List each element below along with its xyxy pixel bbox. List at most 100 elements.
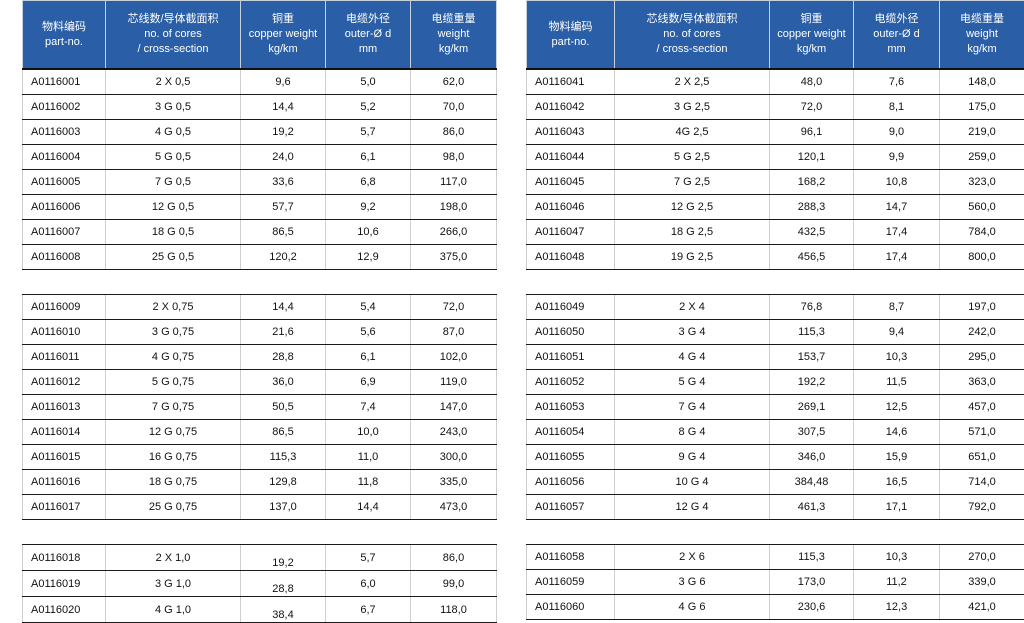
part-no-cell: A0116014	[23, 420, 106, 445]
weight-cell: 363,0	[940, 370, 1024, 395]
weight-cell: 792,0	[940, 495, 1024, 520]
cores-cell: 7 G 0,5	[106, 170, 241, 195]
part-no-cell: A0116044	[527, 145, 615, 170]
outer-diameter-cell: 6,9	[326, 370, 411, 395]
outer-diameter-cell: 5,0	[326, 69, 411, 95]
cores-cell: 12 G 2,5	[615, 195, 770, 220]
cores-cell: 9 G 4	[615, 445, 770, 470]
weight-cell: 375,0	[411, 245, 497, 270]
copper-weight-cell: 24,0	[241, 145, 326, 170]
outer-diameter-cell: 5,7	[326, 545, 411, 571]
outer-diameter-cell: 17,1	[854, 495, 940, 520]
outer-diameter-cell: 14,6	[854, 420, 940, 445]
outer-diameter-cell: 12,3	[854, 595, 940, 620]
cores-cell: 7 G 4	[615, 395, 770, 420]
cores-cell: 18 G 0,75	[106, 470, 241, 495]
outer-diameter-cell: 9,9	[854, 145, 940, 170]
cores-cell: 4 G 6	[615, 595, 770, 620]
copper-weight-cell: 9,6	[241, 69, 326, 95]
weight-cell: 147,0	[411, 395, 497, 420]
copper-weight-cell: 230,6	[770, 595, 854, 620]
cores-cell: 4 G 4	[615, 345, 770, 370]
copper-weight-cell: 14,4	[241, 295, 326, 320]
copper-weight-cell: 168,2	[770, 170, 854, 195]
weight-cell: 457,0	[940, 395, 1024, 420]
weight-cell: 335,0	[411, 470, 497, 495]
copper-weight-cell: 19,2	[241, 120, 326, 145]
outer-diameter-cell: 11,8	[326, 470, 411, 495]
outer-diameter-cell: 12,5	[854, 395, 940, 420]
copper-weight-cell: 129,8	[241, 470, 326, 495]
outer-diameter-cell: 16,5	[854, 470, 940, 495]
outer-diameter-cell: 9,0	[854, 120, 940, 145]
part-no-cell: A0116001	[23, 69, 106, 95]
spacer-cell	[23, 520, 497, 545]
outer-diameter-cell: 5,7	[326, 120, 411, 145]
spacer-row	[527, 520, 1024, 545]
copper-weight-cell: 76,8	[770, 295, 854, 320]
weight-cell: 560,0	[940, 195, 1024, 220]
copper-weight-cell: 307,5	[770, 420, 854, 445]
cores-cell: 25 G 0,75	[106, 495, 241, 520]
cores-cell: 5 G 4	[615, 370, 770, 395]
outer-diameter-cell: 5,6	[326, 320, 411, 345]
outer-diameter-cell: 10,8	[854, 170, 940, 195]
weight-cell: 148,0	[940, 69, 1024, 95]
part-no-cell: A0116012	[23, 370, 106, 395]
outer-diameter-cell: 7,4	[326, 395, 411, 420]
copper-weight-cell: 86,5	[241, 420, 326, 445]
weight-cell: 87,0	[411, 320, 497, 345]
outer-diameter-cell: 17,4	[854, 220, 940, 245]
weight-cell: 117,0	[411, 170, 497, 195]
part-no-cell: A0116050	[527, 320, 615, 345]
weight-cell: 339,0	[940, 570, 1024, 595]
outer-diameter-cell: 6,7	[326, 597, 411, 623]
copper-weight-cell: 346,0	[770, 445, 854, 470]
copper-weight-cell: 384,48	[770, 470, 854, 495]
weight-cell: 800,0	[940, 245, 1024, 270]
cores-cell: 3 G 0,5	[106, 95, 241, 120]
part-no-cell: A0116003	[23, 120, 106, 145]
weight-cell: 70,0	[411, 95, 497, 120]
copper-weight-cell: 153,7	[770, 345, 854, 370]
spacer-row	[527, 270, 1024, 295]
part-no-cell: A0116004	[23, 145, 106, 170]
cores-cell: 3 G 2,5	[615, 95, 770, 120]
copper-weight-cell: 57,7	[241, 195, 326, 220]
cores-cell: 18 G 0,5	[106, 220, 241, 245]
copper-weight-cell: 86,5	[241, 220, 326, 245]
outer-diameter-cell: 5,2	[326, 95, 411, 120]
cores-cell: 18 G 2,5	[615, 220, 770, 245]
cores-cell: 2 X 6	[615, 545, 770, 570]
cores-cell: 4 G 1,0	[106, 597, 241, 623]
weight-cell: 219,0	[940, 120, 1024, 145]
cores-cell: 8 G 4	[615, 420, 770, 445]
weight-cell: 86,0	[411, 120, 497, 145]
part-no-cell: A0116043	[527, 120, 615, 145]
part-no-cell: A0116051	[527, 345, 615, 370]
part-no-cell: A0116054	[527, 420, 615, 445]
part-no-cell: A0116016	[23, 470, 106, 495]
weight-cell: 242,0	[940, 320, 1024, 345]
copper-weight-cell: 19,2	[241, 545, 326, 571]
cores-cell: 7 G 0,75	[106, 395, 241, 420]
outer-diameter-cell: 6,1	[326, 345, 411, 370]
weight-cell: 72,0	[411, 295, 497, 320]
part-no-cell: A0116017	[23, 495, 106, 520]
